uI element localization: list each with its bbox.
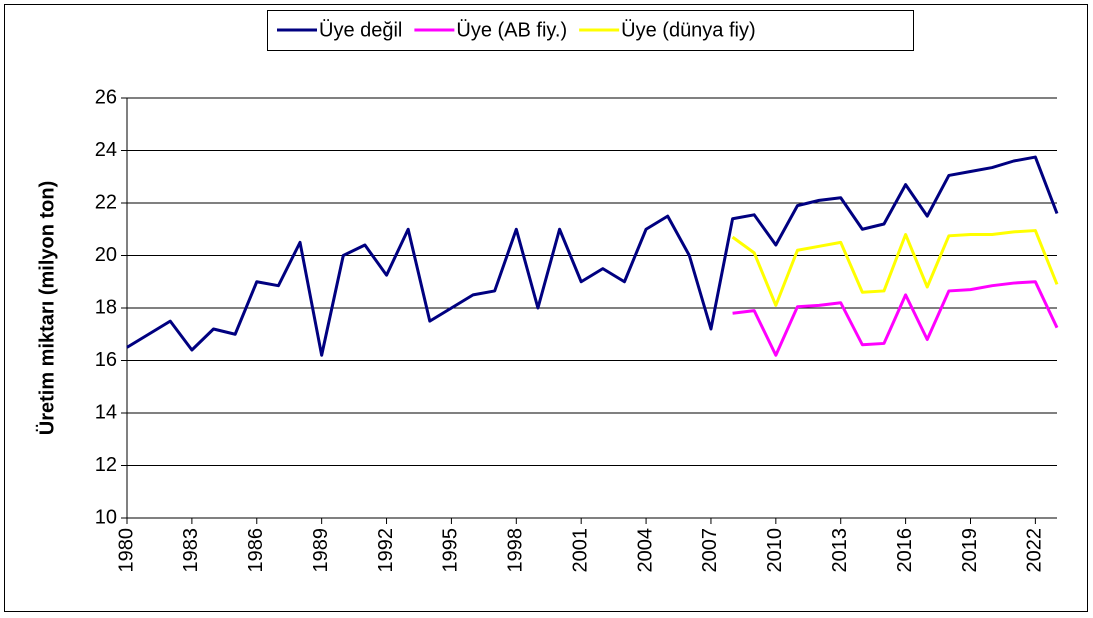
line-series	[126, 155, 1059, 357]
x-tick-label: 1998	[505, 528, 527, 573]
y-tick-label: 12	[95, 454, 117, 476]
line-series	[732, 280, 1059, 357]
y-tick-label: 16	[95, 349, 117, 371]
x-tick-label: 1986	[245, 528, 267, 573]
x-tick-label: 2019	[959, 528, 981, 573]
legend-label: Üye (AB fiy.)	[456, 19, 567, 41]
y-tick-label: 14	[95, 401, 117, 423]
x-tick-label: 2001	[569, 528, 591, 573]
y-axis-label: Üretim miktarı (milyon ton)	[35, 181, 58, 435]
y-tick-label: 22	[95, 191, 117, 213]
x-tick-label: 2016	[894, 528, 916, 573]
x-tick-label: 1989	[310, 528, 332, 573]
legend-label: Üye değil	[319, 19, 402, 41]
x-tick-label: 1983	[180, 528, 202, 573]
y-tick-label: 10	[95, 506, 117, 528]
line-series	[731, 229, 1059, 307]
legend-label: Üye (dünya fiy)	[621, 19, 756, 41]
x-tick-label: 1992	[375, 528, 397, 573]
x-tick-label: 2022	[1024, 528, 1046, 573]
y-tick-label: 24	[95, 139, 117, 161]
x-tick-label: 1995	[440, 528, 462, 573]
y-tick-label: 18	[95, 296, 117, 318]
y-tick-label: 20	[95, 244, 117, 266]
x-tick-label: 2013	[829, 528, 851, 573]
x-tick-label: 2004	[634, 528, 656, 573]
y-tick-label: 26	[95, 86, 117, 108]
x-tick-label: 1980	[115, 528, 137, 573]
x-tick-label: 2010	[764, 528, 786, 573]
x-tick-label: 2007	[699, 528, 721, 573]
